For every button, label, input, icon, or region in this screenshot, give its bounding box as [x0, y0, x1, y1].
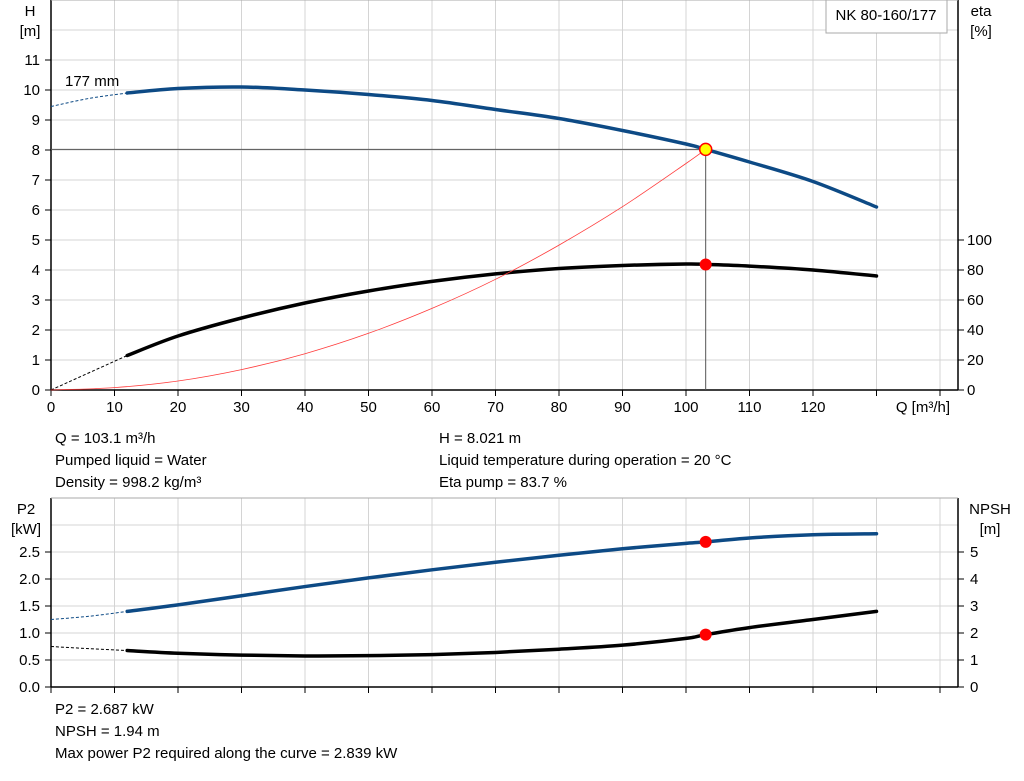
- density-value: Density = 998.2 kg/m³: [55, 474, 202, 491]
- x-tick-label: 110: [738, 399, 762, 416]
- chart-marks: [50, 85, 879, 658]
- x-tick-label: 10: [106, 399, 123, 416]
- x-tick-label: 20: [170, 399, 187, 416]
- curve-npsh-extrapolated: [50, 646, 128, 652]
- info-bottom: P2 = 2.687 kW NPSH = 1.94 m Max power P2…: [55, 699, 397, 765]
- curve-eta-extrapolated: [50, 355, 128, 391]
- bottom-grid: [45, 497, 964, 693]
- y2-tick-label: 3: [970, 598, 978, 615]
- y-tick-label: 8: [32, 142, 40, 159]
- curve-npsh: [125, 609, 879, 658]
- curve-h-extrapolated: [50, 92, 128, 107]
- y-tick-label: 4: [32, 262, 40, 279]
- y-tick-label: 0: [32, 382, 40, 399]
- y2-tick-label: 20: [967, 352, 984, 369]
- y-tick-label: 11: [24, 52, 40, 69]
- x-tick-label: 100: [673, 399, 698, 416]
- y2-tick-label: 40: [967, 322, 984, 339]
- y-tick-label: 6: [32, 202, 40, 219]
- y-tick-label: 10: [23, 82, 40, 99]
- y-tick-label: 2.5: [19, 544, 40, 561]
- x-tick-label: 90: [614, 399, 631, 416]
- y2-tick-label: 100: [967, 232, 992, 249]
- y2-tick-label: 80: [967, 262, 984, 279]
- duty-point-npsh: [699, 628, 712, 641]
- y2-tick-label: 5: [970, 544, 978, 561]
- curve-annotation: 177 mm: [65, 73, 119, 90]
- y-tick-label: 9: [32, 112, 40, 129]
- title-box: [825, 0, 948, 34]
- x-tick-label: 40: [297, 399, 314, 416]
- chart-title: NK 80-160/177: [836, 7, 937, 24]
- y2-axis-label: NPSH: [969, 501, 1011, 518]
- pumped-liquid: Pumped liquid = Water: [55, 452, 207, 469]
- duty-point-eta: [699, 258, 712, 271]
- x-tick-label: 30: [233, 399, 250, 416]
- y2-axis-label: [m]: [980, 521, 1001, 538]
- y-axis-label: [m]: [20, 23, 41, 40]
- curve-p2-extrapolated: [50, 610, 128, 620]
- x-axis-label: Q [m³/h]: [896, 399, 950, 416]
- y2-tick-label: 2: [970, 625, 978, 642]
- y-tick-label: 7: [32, 172, 40, 189]
- npsh-value: NPSH = 1.94 m: [55, 723, 160, 740]
- y-tick-label: 2.0: [19, 571, 40, 588]
- top-grid: [45, 0, 964, 396]
- duty-point-p2: [699, 535, 712, 548]
- curve-h: [125, 85, 879, 209]
- y-tick-label: 5: [32, 232, 40, 249]
- y2-tick-label: 0: [970, 679, 978, 696]
- x-tick-label: 70: [487, 399, 504, 416]
- curve-p2: [125, 531, 879, 614]
- y2-tick-label: 4: [970, 571, 978, 588]
- y-tick-label: 1.5: [19, 598, 40, 615]
- y-axis-label: P2: [17, 501, 35, 518]
- info-top-right: H = 8.021 m Liquid temperature during op…: [439, 428, 731, 494]
- y2-tick-label: 60: [967, 292, 984, 309]
- x-tick-label: 60: [424, 399, 441, 416]
- y-axis-label: H: [25, 3, 36, 20]
- x-tick-label: 80: [551, 399, 568, 416]
- y2-tick-label: 1: [970, 652, 978, 669]
- y-tick-label: 0.0: [19, 679, 40, 696]
- max-power-value: Max power P2 required along the curve = …: [55, 745, 398, 762]
- head-value: H = 8.021 m: [439, 430, 522, 447]
- flow-value: Q = 103.1 m³/h: [55, 430, 156, 447]
- x-tick-label: 0: [47, 399, 55, 416]
- x-tick-label: 120: [800, 399, 825, 416]
- y-tick-label: 2: [32, 322, 40, 339]
- y-axis-label: [kW]: [11, 521, 41, 538]
- info-top-left: Q = 103.1 m³/h Pumped liquid = Water Den…: [55, 428, 207, 494]
- y-tick-label: 1: [32, 352, 40, 369]
- y2-axis-label: [%]: [970, 23, 992, 40]
- y-tick-label: 1.0: [19, 625, 40, 642]
- eta-value: Eta pump = 83.7 %: [439, 474, 567, 491]
- liquid-temperature: Liquid temperature during operation = 20…: [439, 452, 732, 469]
- y2-tick-label: 0: [967, 382, 975, 399]
- curve-eta: [125, 262, 879, 358]
- y-tick-label: 0.5: [19, 652, 40, 669]
- curve-system: [50, 148, 707, 391]
- p2-value: P2 = 2.687 kW: [55, 701, 154, 718]
- y-tick-label: 3: [32, 292, 40, 309]
- duty-point-h: [698, 142, 713, 157]
- x-tick-label: 50: [360, 399, 377, 416]
- y2-axis-label: eta: [971, 3, 993, 20]
